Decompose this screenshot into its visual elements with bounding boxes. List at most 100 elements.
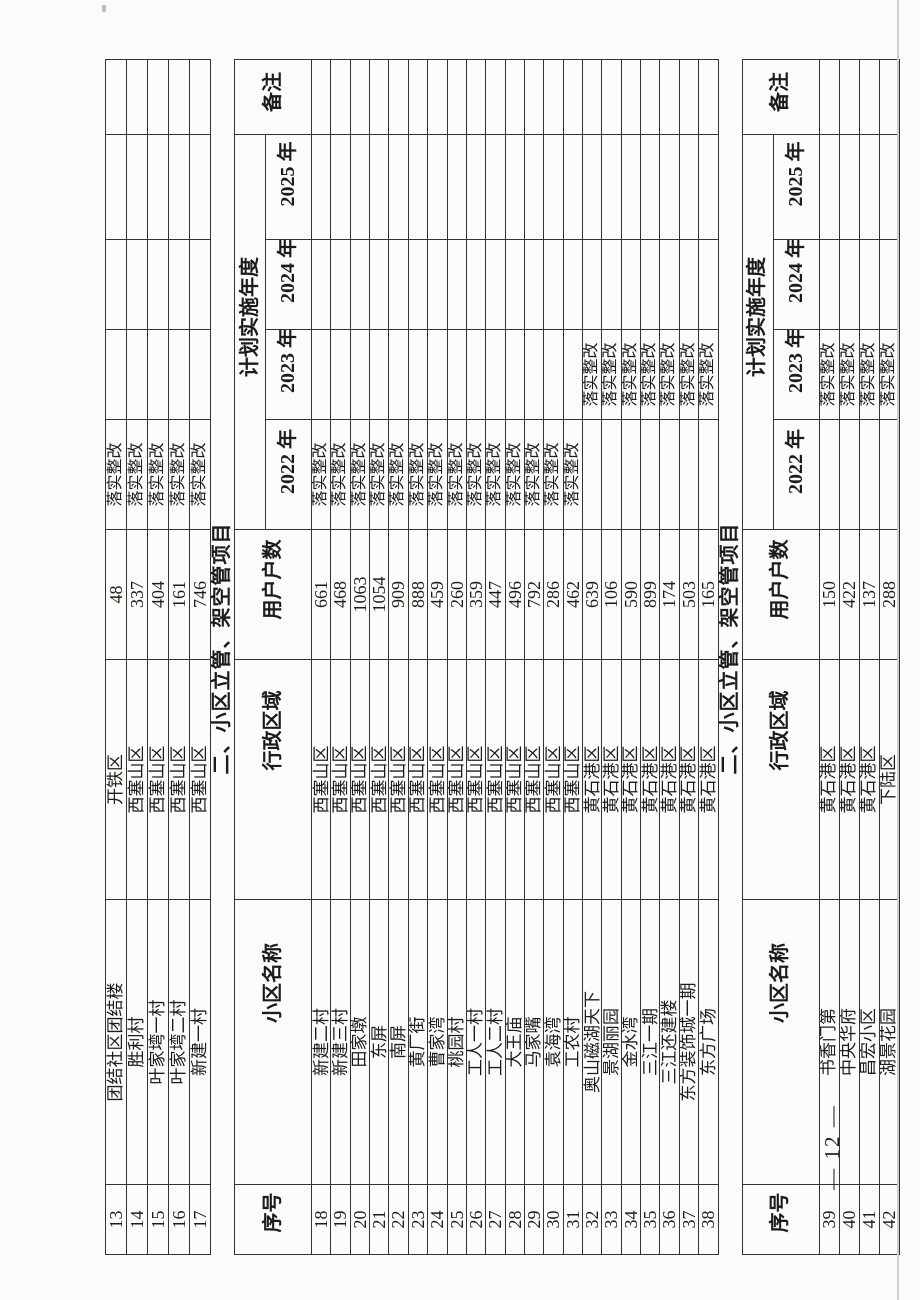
district-cell: 黄石港区	[601, 659, 622, 900]
year-2025-cell	[563, 134, 583, 240]
year-2023-cell	[350, 329, 370, 420]
year-2023-cell	[330, 329, 351, 420]
year-2023-cell	[524, 329, 544, 420]
remark-cell	[582, 59, 602, 135]
table-row: 21 东屏 西塞山区 1054 落实整改	[369, 59, 389, 1255]
community-name-cell: 奥山磁湖天下	[582, 899, 602, 1185]
year-2024-cell	[543, 239, 564, 330]
households-cell: 174	[659, 529, 680, 660]
serial-number-cell: 38	[698, 1184, 719, 1255]
year-2023-cell: 落实整改	[819, 329, 840, 420]
community-name-cell: 新建二村	[311, 899, 331, 1185]
riser-project-table-2: 序号 小区名称 行政区域 用户户数 计划实施年度 备注 2022 年 2023 …	[742, 59, 900, 1255]
remark-cell	[330, 59, 351, 135]
district-cell: 西塞山区	[524, 659, 544, 900]
year-2023-cell	[427, 329, 448, 420]
serial-number-cell: 34	[621, 1184, 641, 1255]
remark-cell	[640, 59, 660, 135]
year-2022-cell: 落实整改	[105, 419, 127, 530]
households-cell: 888	[408, 529, 428, 660]
remark-cell	[427, 59, 448, 135]
serial-number-cell: 36	[659, 1184, 680, 1255]
page-number: — 12 —	[820, 1104, 844, 1190]
remark-cell	[350, 59, 370, 135]
scan-edge-artifact	[897, 0, 899, 1300]
year-2023-cell	[408, 329, 428, 420]
community-name-cell: 三江还建楼	[659, 899, 680, 1185]
district-cell: 西塞山区	[369, 659, 389, 900]
remark-cell	[819, 59, 840, 135]
district-cell: 西塞山区	[563, 659, 583, 900]
year-2024-cell	[388, 239, 409, 330]
community-name-cell: 大王庙	[505, 899, 525, 1185]
community-name-cell: 胜利村	[126, 899, 148, 1185]
district-cell: 西塞山区	[505, 659, 525, 900]
households-cell: 503	[679, 529, 699, 660]
community-name-cell: 工农村	[563, 899, 583, 1185]
year-2024-cell	[563, 239, 583, 330]
header-plan-years: 计划实施年度	[234, 134, 266, 530]
year-2023-cell	[147, 329, 169, 420]
district-cell: 黄石港区	[582, 659, 602, 900]
remark-cell	[311, 59, 331, 135]
households-cell: 661	[311, 529, 331, 660]
year-2023-cell	[466, 329, 486, 420]
community-name-cell: 工人一村	[466, 899, 486, 1185]
header-district: 行政区域	[234, 659, 312, 900]
header-year-2024: 2024 年	[773, 239, 820, 330]
header-remark: 备注	[742, 59, 820, 135]
header-year-2023: 2023 年	[265, 329, 312, 420]
households-cell: 422	[839, 529, 860, 660]
households-cell: 137	[859, 529, 880, 660]
year-2025-cell	[147, 134, 169, 240]
serial-number-cell: 13	[105, 1184, 127, 1255]
year-2022-cell: 落实整改	[350, 419, 370, 530]
serial-number-cell: 30	[543, 1184, 564, 1255]
year-2023-cell	[189, 329, 211, 420]
households-cell: 1063	[350, 529, 370, 660]
community-name-cell: 南屏	[388, 899, 409, 1185]
table-row: 29 马家嘴 西塞山区 792 落实整改	[524, 59, 544, 1255]
year-2023-cell: 落实整改	[601, 329, 622, 420]
remark-cell	[408, 59, 428, 135]
serial-number-cell: 20	[350, 1184, 370, 1255]
year-2024-cell	[147, 239, 169, 330]
remark-cell	[543, 59, 564, 135]
year-2023-cell: 落实整改	[839, 329, 860, 420]
district-cell: 开铁区	[105, 659, 127, 900]
year-2025-cell	[524, 134, 544, 240]
table-row: 23 黄厂街 西塞山区 888 落实整改	[408, 59, 428, 1255]
households-cell: 260	[447, 529, 467, 660]
year-2022-cell: 落实整改	[563, 419, 583, 530]
year-2022-cell: 落实整改	[369, 419, 389, 530]
year-2022-cell	[839, 419, 860, 530]
year-2025-cell	[447, 134, 467, 240]
serial-number-cell: 19	[330, 1184, 351, 1255]
households-cell: 106	[601, 529, 622, 660]
table-row: 31 工农村 西塞山区 462 落实整改	[563, 59, 583, 1255]
community-name-cell: 东方装饰城一期	[679, 899, 699, 1185]
serial-number-cell: 31	[563, 1184, 583, 1255]
year-2024-cell	[524, 239, 544, 330]
table-row: 41 昌宏小区 黄石港区 137 落实整改	[859, 59, 880, 1255]
households-cell: 337	[126, 529, 148, 660]
serial-number-cell: 32	[582, 1184, 602, 1255]
community-name-cell: 东屏	[369, 899, 389, 1185]
continuation-table: 13 团结社区团结楼 开铁区 48 落实整改 14	[105, 59, 211, 1255]
year-2022-cell: 落实整改	[126, 419, 148, 530]
district-cell: 西塞山区	[168, 659, 190, 900]
year-2024-cell	[601, 239, 622, 330]
remark-cell	[388, 59, 409, 135]
district-cell: 黄石港区	[839, 659, 860, 900]
year-2024-cell	[859, 239, 880, 330]
district-cell: 西塞山区	[388, 659, 409, 900]
year-2022-cell: 落实整改	[189, 419, 211, 530]
households-cell: 496	[505, 529, 525, 660]
header-year-2025: 2025 年	[265, 134, 312, 240]
year-2022-cell: 落实整改	[505, 419, 525, 530]
scan-speck-artifact	[102, 5, 106, 12]
community-name-cell: 曹家湾	[427, 899, 448, 1185]
district-cell: 西塞山区	[543, 659, 564, 900]
year-2022-cell	[819, 419, 840, 530]
year-2023-cell: 落实整改	[640, 329, 660, 420]
